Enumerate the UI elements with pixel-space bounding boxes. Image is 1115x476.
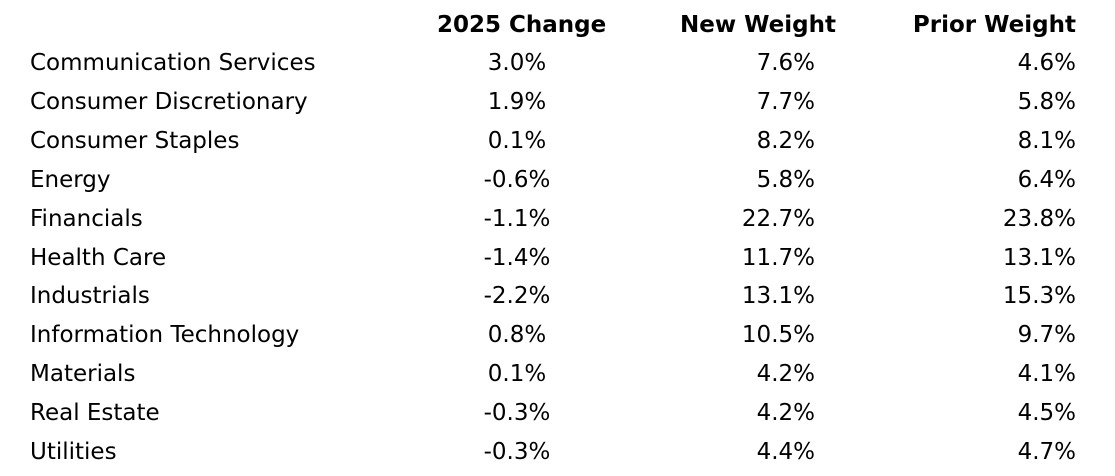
table-row: Consumer Discretionary 1.9% 7.7% 5.8% — [0, 83, 1115, 122]
new-weight-value: 7.7% — [756, 88, 815, 115]
change-value: -0.3% — [483, 439, 551, 465]
change-value: 1.9% — [487, 88, 547, 115]
new-weight-value: 5.8% — [756, 166, 815, 193]
change-value: 3.0% — [487, 50, 547, 76]
sector-label: Industrials — [30, 283, 150, 310]
new-weight-value: 4.2% — [756, 361, 815, 388]
change-value: 0.1% — [487, 361, 547, 388]
table-row: Information Technology 0.8% 10.5% 9.7% — [0, 316, 1115, 355]
sector-label: Energy — [30, 166, 111, 193]
new-weight-value: 4.4% — [756, 439, 815, 465]
table-row: Materials 0.1% 4.2% 4.1% — [0, 355, 1115, 394]
prior-weight-value: 5.8% — [1017, 88, 1076, 115]
table-row: Consumer Staples 0.1% 8.2% 8.1% — [0, 122, 1115, 161]
sector-label: Information Technology — [30, 322, 300, 349]
table-row: Financials -1.1% 22.7% 23.8% — [0, 200, 1115, 239]
change-value: -0.6% — [483, 166, 551, 193]
change-value: -0.3% — [483, 400, 551, 427]
table-row: Energy -0.6% 5.8% 6.4% — [0, 161, 1115, 200]
sector-label: Financials — [30, 205, 143, 232]
column-header-2025-change: 2025 Change — [437, 12, 607, 38]
new-weight-value: 13.1% — [741, 283, 815, 310]
change-value: -1.4% — [483, 244, 551, 271]
prior-weight-value: 4.1% — [1017, 361, 1076, 388]
prior-weight-value: 4.5% — [1017, 400, 1076, 427]
change-value: 0.8% — [487, 322, 547, 349]
sector-label: Health Care — [30, 244, 167, 271]
new-weight-value: 10.5% — [741, 322, 815, 349]
sector-label: Communication Services — [30, 50, 316, 76]
change-value: -2.2% — [483, 283, 551, 310]
prior-weight-value: 15.3% — [1002, 283, 1076, 310]
sector-label: Consumer Staples — [30, 127, 240, 154]
sector-label: Utilities — [30, 439, 117, 465]
table-row: Real Estate -0.3% 4.2% 4.5% — [0, 394, 1115, 433]
table-row: Industrials -2.2% 13.1% 15.3% — [0, 277, 1115, 316]
sector-label: Real Estate — [30, 400, 160, 427]
prior-weight-value: 13.1% — [1002, 244, 1076, 271]
sector-label: Consumer Discretionary — [30, 88, 308, 115]
new-weight-value: 22.7% — [741, 205, 815, 232]
prior-weight-value: 9.7% — [1017, 322, 1076, 349]
change-value: -1.1% — [483, 205, 551, 232]
table-row: Communication Services 3.0% 7.6% 4.6% — [0, 44, 1115, 83]
table-row: Health Care -1.4% 11.7% 13.1% — [0, 239, 1115, 278]
prior-weight-value: 23.8% — [1002, 205, 1076, 232]
prior-weight-value: 6.4% — [1017, 166, 1076, 193]
sector-label: Materials — [30, 361, 136, 388]
new-weight-value: 4.2% — [756, 400, 815, 427]
column-header-new-weight: New Weight — [680, 12, 836, 38]
prior-weight-value: 4.6% — [1017, 50, 1076, 76]
prior-weight-value: 8.1% — [1017, 127, 1076, 154]
table-row: Utilities -0.3% 4.4% 4.7% — [0, 433, 1115, 472]
new-weight-value: 11.7% — [741, 244, 815, 271]
new-weight-value: 8.2% — [756, 127, 815, 154]
change-value: 0.1% — [487, 127, 547, 154]
new-weight-value: 7.6% — [756, 50, 815, 76]
prior-weight-value: 4.7% — [1017, 439, 1076, 465]
column-header-prior-weight: Prior Weight — [912, 12, 1076, 38]
